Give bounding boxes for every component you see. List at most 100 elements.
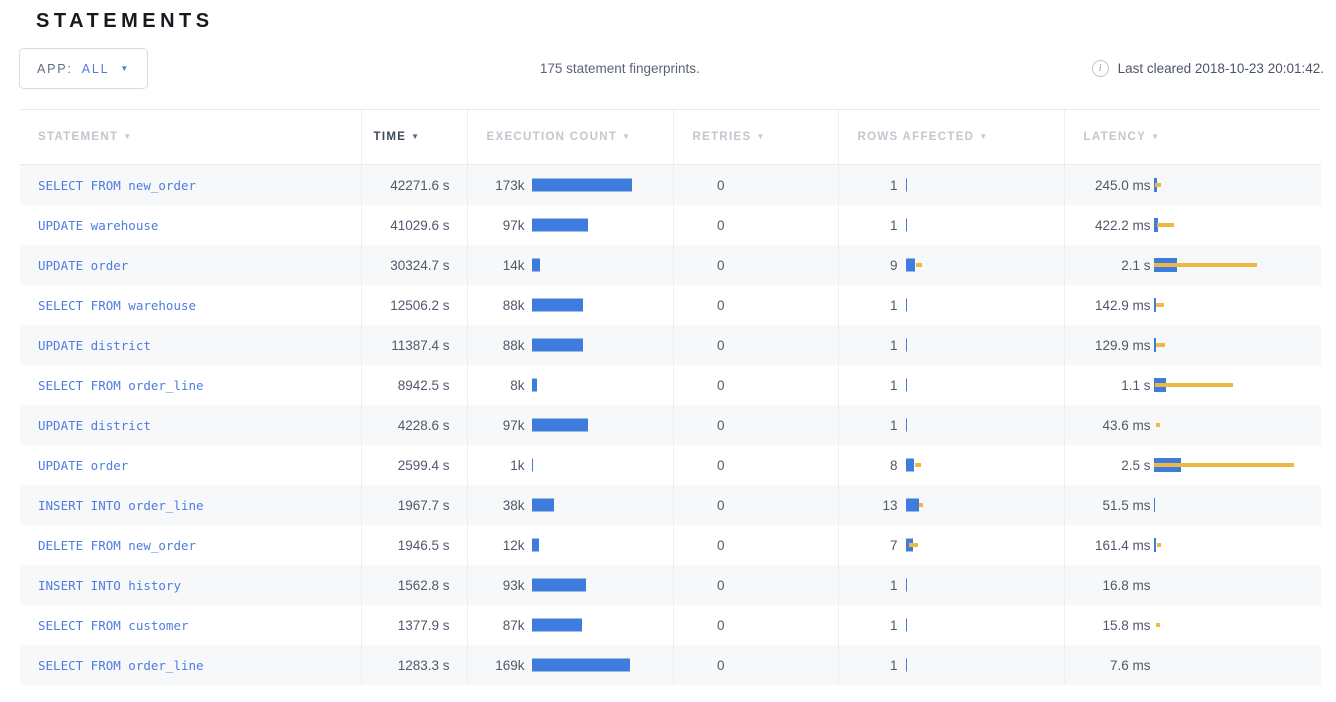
execution-count-cell: 93k — [466, 565, 673, 605]
time-cell: 1562.8 s — [360, 565, 467, 605]
latency-bar-stddev — [1155, 303, 1164, 307]
time-cell: 4228.6 s — [360, 405, 467, 445]
statement-link[interactable]: SELECT FROM new_order — [38, 177, 197, 193]
rows-affected-bar-mean — [905, 178, 907, 192]
rows-affected-bar — [905, 456, 1064, 474]
column-header-time[interactable]: TIME ▼ — [360, 109, 467, 165]
retries-bar — [732, 336, 838, 354]
rows-affected-bar — [905, 616, 1064, 634]
statement-link[interactable]: SELECT FROM order_line — [38, 377, 204, 393]
statement-link[interactable]: UPDATE warehouse — [38, 217, 159, 233]
latency-bar — [1153, 496, 1322, 514]
statements-table-wrap: STATEMENT ▼ TIME ▼ EXECUTION COUNT ▼ RETRIES ▼ R… — [20, 109, 1321, 685]
statement-link[interactable]: UPDATE order — [38, 257, 129, 273]
retries-value: 0 — [716, 257, 725, 273]
latency-bar — [1154, 576, 1322, 594]
table-row: UPDATE warehouse 41029.6 s 97k 0 1 422.2 ms — [20, 205, 1321, 245]
rows-affected-bar-stddev — [908, 543, 918, 547]
rows-affected-bar — [905, 576, 1064, 594]
table-row: SELECT FROM order_line 8942.5 s 8k 0 1 1.1 s — [20, 365, 1321, 405]
execution-count-value: 97k — [502, 417, 525, 433]
statement-cell: UPDATE district — [20, 325, 361, 365]
statement-link[interactable]: UPDATE district — [38, 337, 151, 353]
execution-count-bar — [531, 176, 673, 194]
statement-link[interactable]: DELETE FROM new_order — [38, 537, 197, 553]
column-header-label: EXECUTION COUNT — [486, 131, 618, 143]
retries-cell: 0 — [672, 645, 838, 685]
column-header-rows-affected[interactable]: ROWS AFFECTED ▼ — [837, 109, 1064, 165]
retries-value: 0 — [716, 297, 725, 313]
statement-link[interactable]: UPDATE district — [38, 417, 151, 433]
execution-count-cell: 88k — [466, 325, 673, 365]
column-header-statement[interactable]: STATEMENT ▼ — [20, 109, 361, 165]
rows-affected-value: 1 — [889, 617, 898, 633]
rows-affected-bar-stddev — [918, 503, 923, 507]
latency-bar-stddev — [1155, 623, 1160, 627]
retries-bar — [732, 656, 838, 674]
retries-cell: 0 — [672, 605, 838, 645]
latency-bar-mean — [1153, 298, 1156, 312]
execution-count-value: 169k — [495, 657, 525, 673]
latency-value: 422.2 ms — [1094, 217, 1151, 233]
retries-bar — [732, 216, 838, 234]
execution-count-value: 14k — [502, 257, 525, 273]
execution-count-cell: 14k — [466, 245, 673, 285]
time-cell: 41029.6 s — [360, 205, 467, 245]
rows-affected-bar — [905, 216, 1064, 234]
latency-bar — [1154, 416, 1322, 434]
latency-value: 51.5 ms — [1102, 497, 1151, 513]
latency-bar-stddev — [1154, 183, 1161, 187]
latency-cell: 2.1 s — [1063, 245, 1321, 285]
execution-count-bar-mean — [531, 658, 630, 672]
latency-value: 15.8 ms — [1102, 617, 1151, 633]
rows-affected-value: 1 — [889, 177, 898, 193]
retries-cell: 0 — [672, 325, 838, 365]
execution-count-bar-mean — [531, 338, 583, 352]
rows-affected-value: 8 — [889, 457, 898, 473]
time-cell: 8942.5 s — [360, 365, 467, 405]
execution-count-bar — [531, 456, 673, 474]
latency-bar-stddev — [1155, 343, 1165, 347]
retries-value: 0 — [716, 657, 725, 673]
column-header-latency[interactable]: LATENCY ▼ — [1063, 109, 1321, 165]
latency-cell: 43.6 ms — [1063, 405, 1322, 445]
execution-count-cell: 12k — [466, 525, 673, 565]
retries-value: 0 — [716, 497, 725, 513]
execution-count-cell: 169k — [466, 645, 673, 685]
app-filter-dropdown[interactable]: APP: ALL ▼ — [19, 48, 149, 89]
rows-affected-value: 1 — [889, 297, 898, 313]
rows-affected-cell: 1 — [837, 164, 1064, 205]
latency-value: 161.4 ms — [1094, 537, 1151, 553]
execution-count-cell: 8k — [466, 365, 673, 405]
table-row: UPDATE order 30324.7 s 14k 0 9 2.1 s — [20, 245, 1321, 285]
rows-affected-cell: 1 — [837, 325, 1064, 365]
latency-bar-mean — [1153, 538, 1156, 552]
latency-bar — [1154, 656, 1322, 674]
latency-bar-mean — [1153, 338, 1156, 352]
statements-table: STATEMENT ▼ TIME ▼ EXECUTION COUNT ▼ RETRIES ▼ R… — [20, 109, 1321, 685]
time-cell: 1946.5 s — [360, 525, 467, 565]
column-header-retries[interactable]: RETRIES ▼ — [672, 109, 838, 165]
statement-link[interactable]: SELECT FROM customer — [38, 617, 189, 633]
execution-count-cell: 173k — [466, 164, 673, 205]
execution-count-bar — [531, 336, 673, 354]
toolbar: APP: ALL ▼ 175 statement fingerprints. i… — [19, 48, 1324, 89]
retries-bar — [732, 256, 838, 274]
column-header-execution-count[interactable]: EXECUTION COUNT ▼ — [466, 109, 673, 165]
retries-bar — [732, 576, 838, 594]
statement-cell: UPDATE order — [20, 445, 361, 485]
info-icon[interactable]: i — [1091, 60, 1109, 77]
latency-bar-stddev — [1153, 263, 1257, 267]
latency-value: 43.6 ms — [1102, 417, 1151, 433]
statement-link[interactable]: SELECT FROM warehouse — [38, 297, 197, 313]
execution-count-bar-mean — [531, 458, 533, 472]
statement-link[interactable]: INSERT INTO order_line — [38, 497, 204, 513]
statement-link[interactable]: UPDATE order — [38, 457, 129, 473]
statement-link[interactable]: SELECT FROM order_line — [38, 657, 204, 673]
execution-count-bar-mean — [531, 498, 554, 512]
retries-cell: 0 — [672, 205, 838, 245]
rows-affected-bar-mean — [905, 378, 907, 392]
statement-link[interactable]: INSERT INTO history — [38, 577, 181, 593]
retries-cell: 0 — [672, 525, 838, 565]
rows-affected-value: 1 — [889, 417, 898, 433]
